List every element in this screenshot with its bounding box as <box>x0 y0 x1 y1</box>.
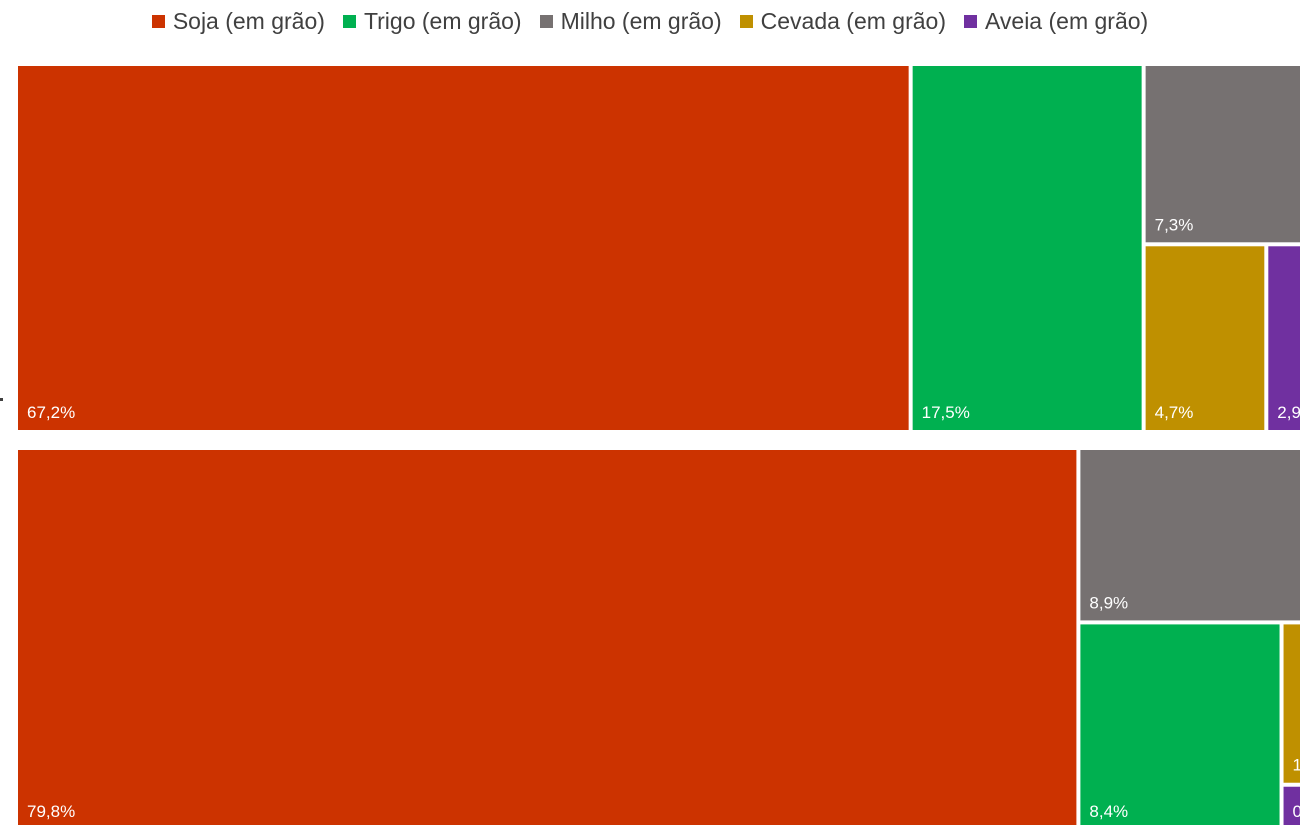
legend-swatch-soja <box>151 15 165 28</box>
data-label-milho-group1: 7,3% <box>1155 215 1194 234</box>
legend-swatch-milho <box>539 15 553 28</box>
legend-label-aveia: Aveia (em grão) <box>984 8 1149 34</box>
chart-legend: Soja (em grão) Trigo (em grão) Milho (em… <box>0 8 1300 35</box>
legend-item-soja[interactable]: Soja (em grão) <box>151 8 325 35</box>
legend-label-milho: Milho (em grão) <box>560 8 722 34</box>
treemap-cell-cevada-group2[interactable] <box>1283 624 1300 783</box>
legend-item-milho[interactable]: Milho (em grão) <box>539 8 722 35</box>
treemap-cell-aveia-group2[interactable] <box>1283 786 1300 825</box>
legend-item-aveia[interactable]: Aveia (em grão) <box>963 8 1149 35</box>
legend-label-soja: Soja (em grão) <box>172 8 325 34</box>
data-label-cevada-group1: 4,7% <box>1155 403 1194 422</box>
treemap-cell-trigo-group1[interactable] <box>912 66 1142 430</box>
treemap-cell-trigo-group2[interactable] <box>1080 624 1280 825</box>
legend-swatch-aveia <box>963 15 977 28</box>
legend-item-trigo[interactable]: Trigo (em grão) <box>342 8 522 35</box>
legend-swatch-trigo <box>342 15 356 28</box>
legend-swatch-cevada <box>739 15 753 28</box>
data-label-soja-group2: 79,8% <box>27 802 75 821</box>
data-label-cevada-group2: 1,9% <box>1293 756 1300 775</box>
treemap-cell-cevada-group1[interactable] <box>1145 246 1265 430</box>
data-label-aveia-group1: 2,9% <box>1277 403 1300 422</box>
treemap-cell-soja-group2[interactable] <box>18 450 1077 825</box>
treemap-cell-milho-group2[interactable] <box>1080 450 1300 621</box>
legend-label-trigo: Trigo (em grão) <box>363 8 522 34</box>
data-label-aveia-group2: 0,6% <box>1293 802 1300 821</box>
treemap-cell-soja-group1[interactable] <box>18 66 909 430</box>
data-label-soja-group1: 67,2% <box>27 403 75 422</box>
axis-marker <box>0 398 3 401</box>
treemap-cell-milho-group1[interactable] <box>1145 66 1300 243</box>
data-label-milho-group2: 8,9% <box>1089 593 1128 612</box>
treemap-cell-aveia-group1[interactable] <box>1268 246 1300 430</box>
legend-item-cevada[interactable]: Cevada (em grão) <box>739 8 946 35</box>
data-label-trigo-group2: 8,4% <box>1089 802 1128 821</box>
legend-label-cevada: Cevada (em grão) <box>760 8 946 34</box>
data-label-trigo-group1: 17,5% <box>922 403 970 422</box>
